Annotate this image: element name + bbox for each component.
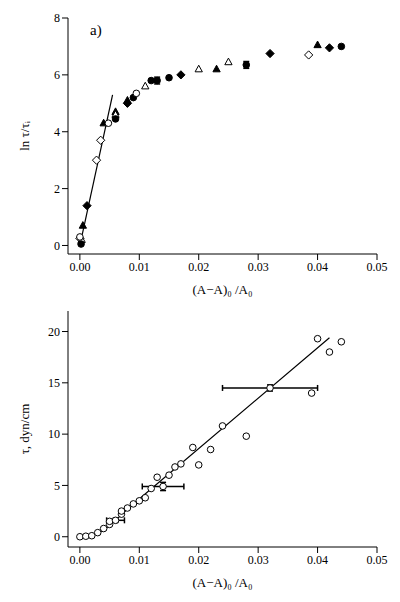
svg-text:0.01: 0.01 xyxy=(129,553,150,567)
svg-text:(A−A)₀ /A₀: (A−A)₀ /A₀ xyxy=(192,575,252,590)
svg-text:10: 10 xyxy=(48,427,60,441)
svg-text:20: 20 xyxy=(48,325,60,339)
svg-text:6: 6 xyxy=(54,68,60,82)
svg-text:0.00: 0.00 xyxy=(69,553,90,567)
svg-text:0.05: 0.05 xyxy=(367,553,388,567)
svg-text:ln τ/τᵢ: ln τ/τᵢ xyxy=(17,120,32,150)
svg-text:5: 5 xyxy=(54,479,60,493)
svg-text:τ, dyn/cm: τ, dyn/cm xyxy=(17,404,32,455)
svg-text:4: 4 xyxy=(54,125,60,139)
svg-text:0.00: 0.00 xyxy=(69,260,90,274)
svg-text:0.05: 0.05 xyxy=(367,260,388,274)
svg-text:0.01: 0.01 xyxy=(129,260,150,274)
svg-text:0.03: 0.03 xyxy=(248,553,269,567)
svg-text:0.04: 0.04 xyxy=(307,260,328,274)
html-text:a): a) xyxy=(90,22,102,38)
svg-text:0.02: 0.02 xyxy=(188,553,209,567)
svg-text:0.03: 0.03 xyxy=(248,260,269,274)
svg-text:15: 15 xyxy=(48,376,60,390)
svg-text:0: 0 xyxy=(54,239,60,253)
svg-text:8: 8 xyxy=(54,11,60,25)
svg-text:0.04: 0.04 xyxy=(307,553,328,567)
svg-text:2: 2 xyxy=(54,182,60,196)
svg-text:0.02: 0.02 xyxy=(188,260,209,274)
svg-text:0: 0 xyxy=(54,530,60,544)
svg-text:(A−A)₀ /A₀: (A−A)₀ /A₀ xyxy=(192,282,252,297)
